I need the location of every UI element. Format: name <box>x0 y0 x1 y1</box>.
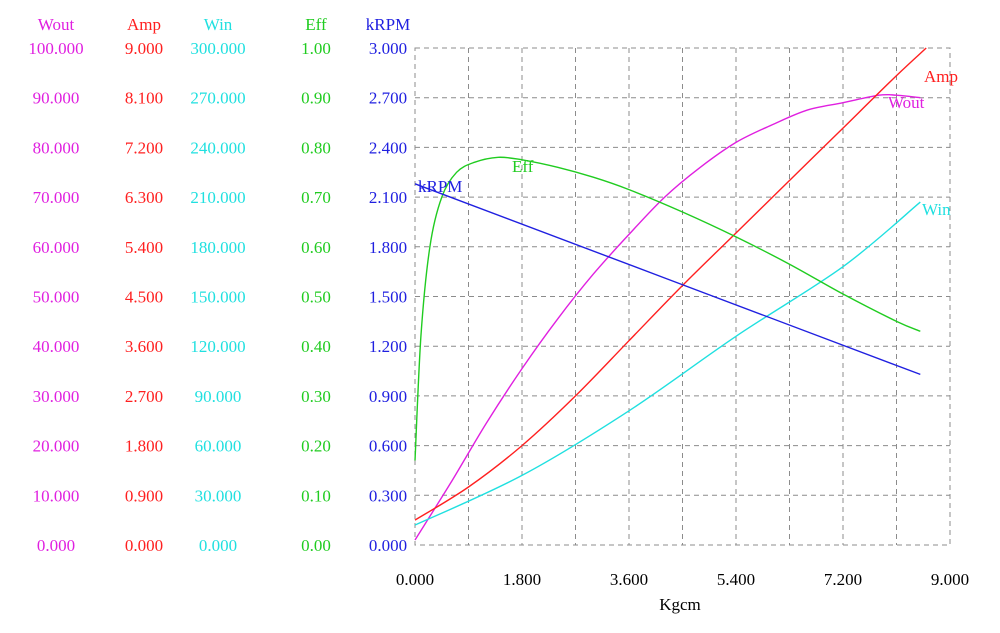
tick-label-eff: 0.80 <box>301 138 331 157</box>
x-tick-label: 0.000 <box>396 570 434 589</box>
tick-label-krpm: 1.200 <box>369 337 407 356</box>
tick-label-eff: 0.00 <box>301 536 331 555</box>
tick-label-krpm: 0.000 <box>369 536 407 555</box>
tick-label-eff: 0.10 <box>301 486 331 505</box>
series-line-krpm <box>414 183 921 376</box>
tick-label-krpm: 2.400 <box>369 138 407 157</box>
tick-label-krpm: 1.500 <box>369 288 407 307</box>
tick-label-amp: 5.400 <box>125 238 163 257</box>
tick-label-win: 120.000 <box>190 337 245 356</box>
series-label-wout: Wout <box>888 93 925 112</box>
tick-label-krpm: 0.600 <box>369 437 407 456</box>
axis-labels: Wout 0.000 10.000 20.000 30.000 40.000 50.000 6… <box>28 15 969 589</box>
tick-label-eff: 0.30 <box>301 387 331 406</box>
x-tick-label: 5.400 <box>717 570 755 589</box>
tick-label-wout: 40.000 <box>33 337 80 356</box>
tick-label-win: 210.000 <box>190 188 245 207</box>
plot-frame <box>414 47 951 546</box>
tick-label-krpm: 2.700 <box>369 89 407 108</box>
series-line-amp <box>414 47 927 521</box>
tick-label-win: 30.000 <box>195 486 242 505</box>
tick-label-wout: 60.000 <box>33 238 80 257</box>
series-label-amp: Amp <box>924 67 958 86</box>
tick-label-krpm: 2.100 <box>369 188 407 207</box>
tick-label-wout: 70.000 <box>33 188 80 207</box>
tick-label-amp: 8.100 <box>125 89 163 108</box>
tick-label-win: 180.000 <box>190 238 245 257</box>
series-labels: Wout Amp Win Eff kRPM <box>418 67 958 219</box>
tick-label-amp: 7.200 <box>125 138 163 157</box>
tick-label-wout: 20.000 <box>33 437 80 456</box>
tick-label-amp: 4.500 <box>125 288 163 307</box>
series-label-eff: Eff <box>512 157 534 176</box>
tick-label-amp: 1.800 <box>125 437 163 456</box>
tick-label-eff: 0.20 <box>301 437 331 456</box>
tick-label-wout: 50.000 <box>33 288 80 307</box>
x-tick-label: 3.600 <box>610 570 648 589</box>
axis-header-win: Win <box>204 15 233 34</box>
x-tick-label: 9.000 <box>931 570 969 589</box>
tick-label-win: 300.000 <box>190 39 245 58</box>
tick-label-amp: 0.000 <box>125 536 163 555</box>
axis-header-wout: Wout <box>38 15 75 34</box>
tick-label-win: 90.000 <box>195 387 242 406</box>
axis-header-amp: Amp <box>127 15 161 34</box>
x-tick-label: 1.800 <box>503 570 541 589</box>
tick-label-eff: 0.60 <box>301 238 331 257</box>
axis-header-krpm: kRPM <box>366 15 410 34</box>
tick-label-amp: 6.300 <box>125 188 163 207</box>
tick-label-amp: 3.600 <box>125 337 163 356</box>
grid <box>414 47 951 546</box>
tick-label-win: 60.000 <box>195 437 242 456</box>
series-line-win <box>414 201 921 526</box>
tick-label-wout: 100.000 <box>28 39 83 58</box>
tick-label-krpm: 1.800 <box>369 238 407 257</box>
series-line-eff <box>414 156 921 461</box>
tick-label-eff: 0.50 <box>301 288 331 307</box>
tick-label-wout: 90.000 <box>33 89 80 108</box>
tick-label-krpm: 3.000 <box>369 39 407 58</box>
tick-label-win: 0.000 <box>199 536 237 555</box>
tick-label-win: 150.000 <box>190 288 245 307</box>
axis-header-eff: Eff <box>305 15 327 34</box>
tick-label-amp: 0.900 <box>125 486 163 505</box>
tick-label-eff: 0.90 <box>301 89 331 108</box>
tick-label-win: 270.000 <box>190 89 245 108</box>
tick-label-eff: 1.00 <box>301 39 331 58</box>
series-label-win: Win <box>922 200 951 219</box>
tick-label-wout: 0.000 <box>37 536 75 555</box>
tick-label-wout: 10.000 <box>33 486 80 505</box>
tick-label-krpm: 0.300 <box>369 486 407 505</box>
tick-label-amp: 9.000 <box>125 39 163 58</box>
tick-label-krpm: 0.900 <box>369 387 407 406</box>
series-label-krpm: kRPM <box>418 177 462 196</box>
curves <box>414 47 927 541</box>
tick-label-amp: 2.700 <box>125 387 163 406</box>
tick-label-eff: 0.40 <box>301 337 331 356</box>
tick-label-eff: 0.70 <box>301 188 331 207</box>
tick-label-wout: 30.000 <box>33 387 80 406</box>
x-tick-label: 7.200 <box>824 570 862 589</box>
x-axis-label: Kgcm <box>659 595 701 614</box>
tick-label-win: 240.000 <box>190 138 245 157</box>
tick-label-wout: 80.000 <box>33 138 80 157</box>
series-line-wout <box>414 93 921 541</box>
